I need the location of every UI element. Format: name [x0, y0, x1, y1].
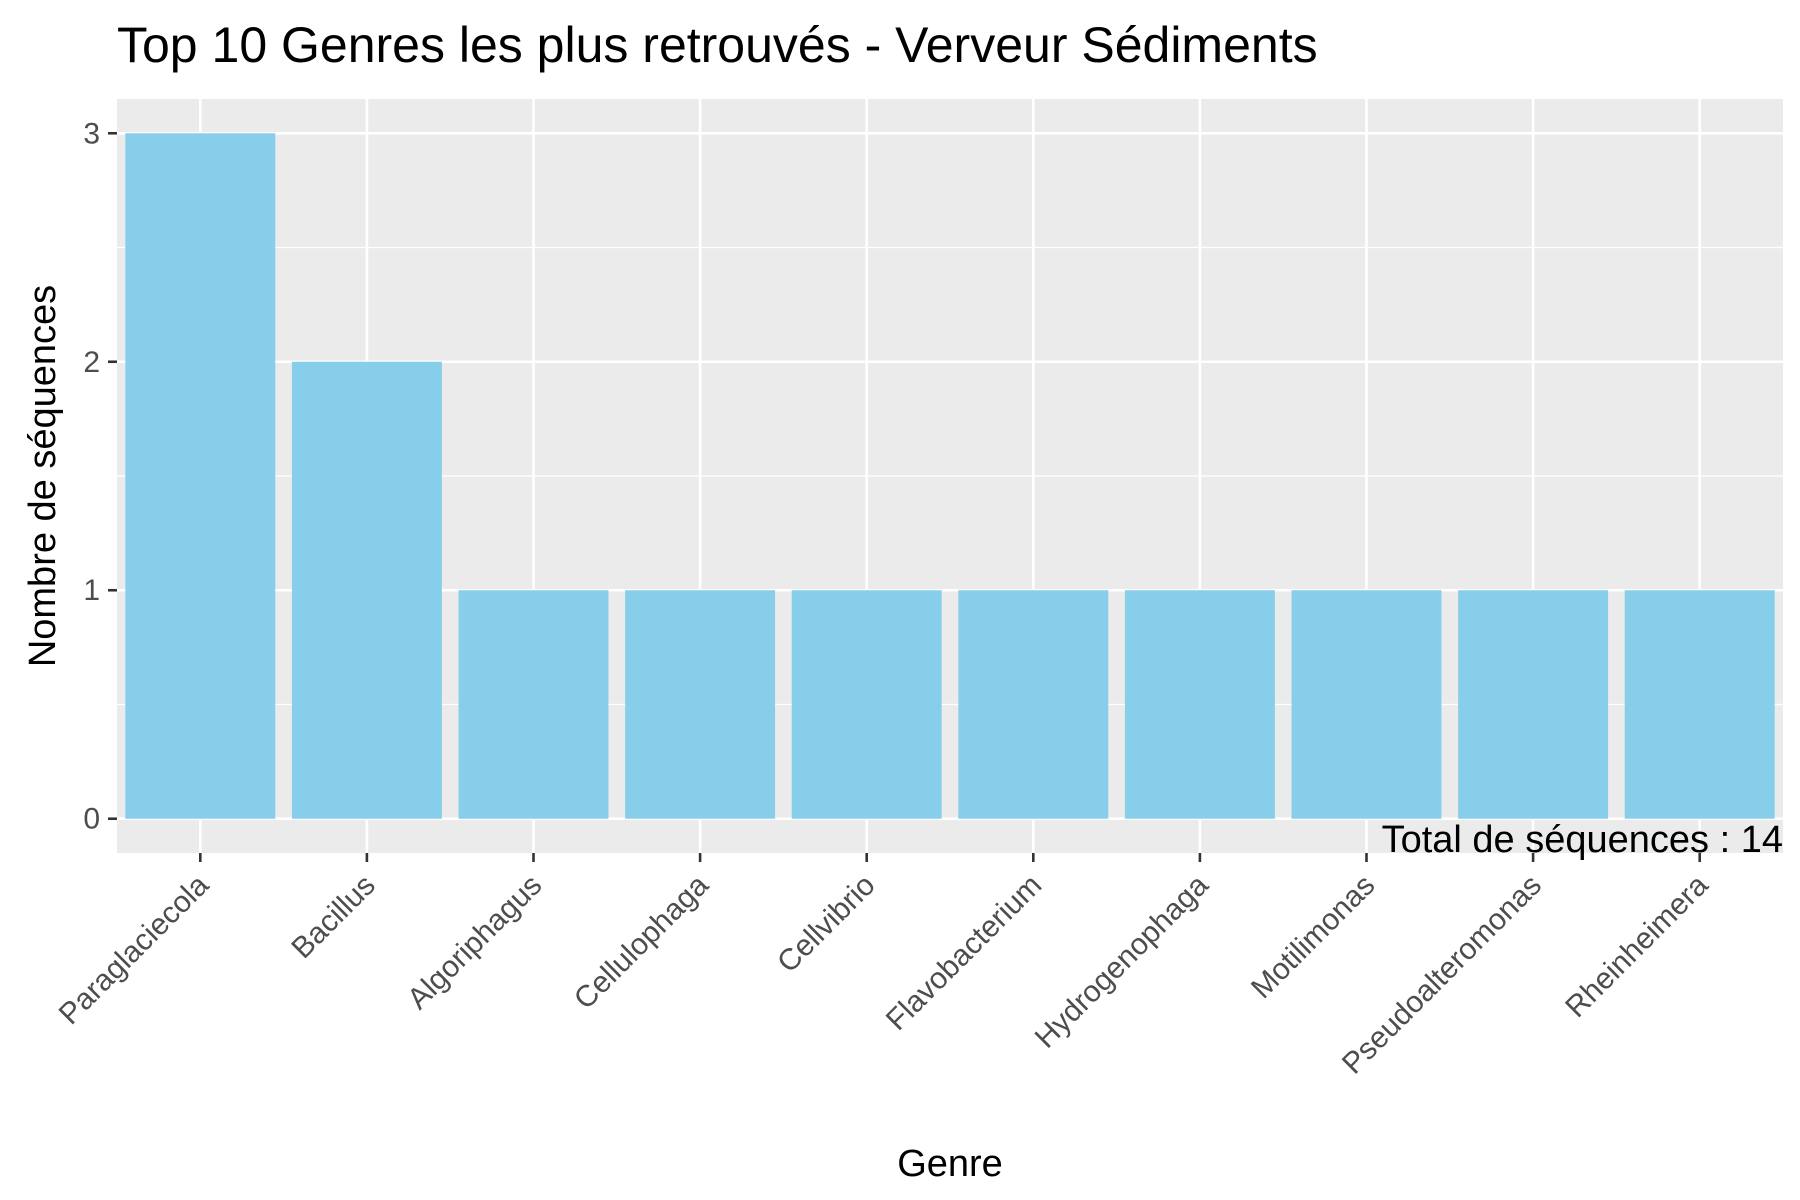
x-tick-label: Hydrogenophaga	[1029, 868, 1215, 1054]
bar-cellvibrio	[791, 590, 942, 819]
bar-hydrogenophaga	[1124, 590, 1275, 819]
bar-algoriphagus	[458, 590, 609, 819]
bar-pseudoalteromonas	[1458, 590, 1609, 819]
bar-flavobacterium	[958, 590, 1109, 819]
x-axis: Paraglaciecola Bacillus Algoriphagus Cellul…	[53, 853, 1715, 1081]
bars	[125, 133, 1775, 819]
x-axis-title: Genre	[897, 1143, 1003, 1185]
y-axis: 0 1 2 3	[83, 117, 117, 836]
y-tick-label: 2	[83, 346, 100, 379]
x-tick-label: Rheinheimera	[1559, 868, 1715, 1024]
y-tick-label: 3	[83, 117, 100, 150]
bar-cellulophaga	[625, 590, 776, 819]
x-tick-label: Paraglaciecola	[53, 868, 216, 1031]
bar-rheinheimera	[1624, 590, 1775, 819]
y-tick-label: 1	[83, 574, 100, 607]
x-tick-label: Cellulophaga	[568, 868, 715, 1015]
y-tick-label: 0	[83, 803, 100, 836]
x-tick-label: Motilimonas	[1245, 869, 1382, 1006]
bar-bacillus	[291, 361, 442, 819]
x-tick-label: Algoriphagus	[401, 869, 548, 1016]
x-tick-label: Flavobacterium	[880, 869, 1048, 1037]
x-tick-label: Bacillus	[285, 869, 381, 965]
chart-title: Top 10 Genres les plus retrouvés - Verve…	[117, 17, 1318, 73]
bar-paraglaciecola	[125, 133, 276, 819]
x-tick-label: Cellvibrio	[771, 869, 882, 980]
y-axis-title: Nombre de séquences	[22, 285, 64, 667]
bar-motilimonas	[1291, 590, 1442, 819]
total-sequences-annotation: Total de séquences : 14	[1382, 819, 1783, 861]
